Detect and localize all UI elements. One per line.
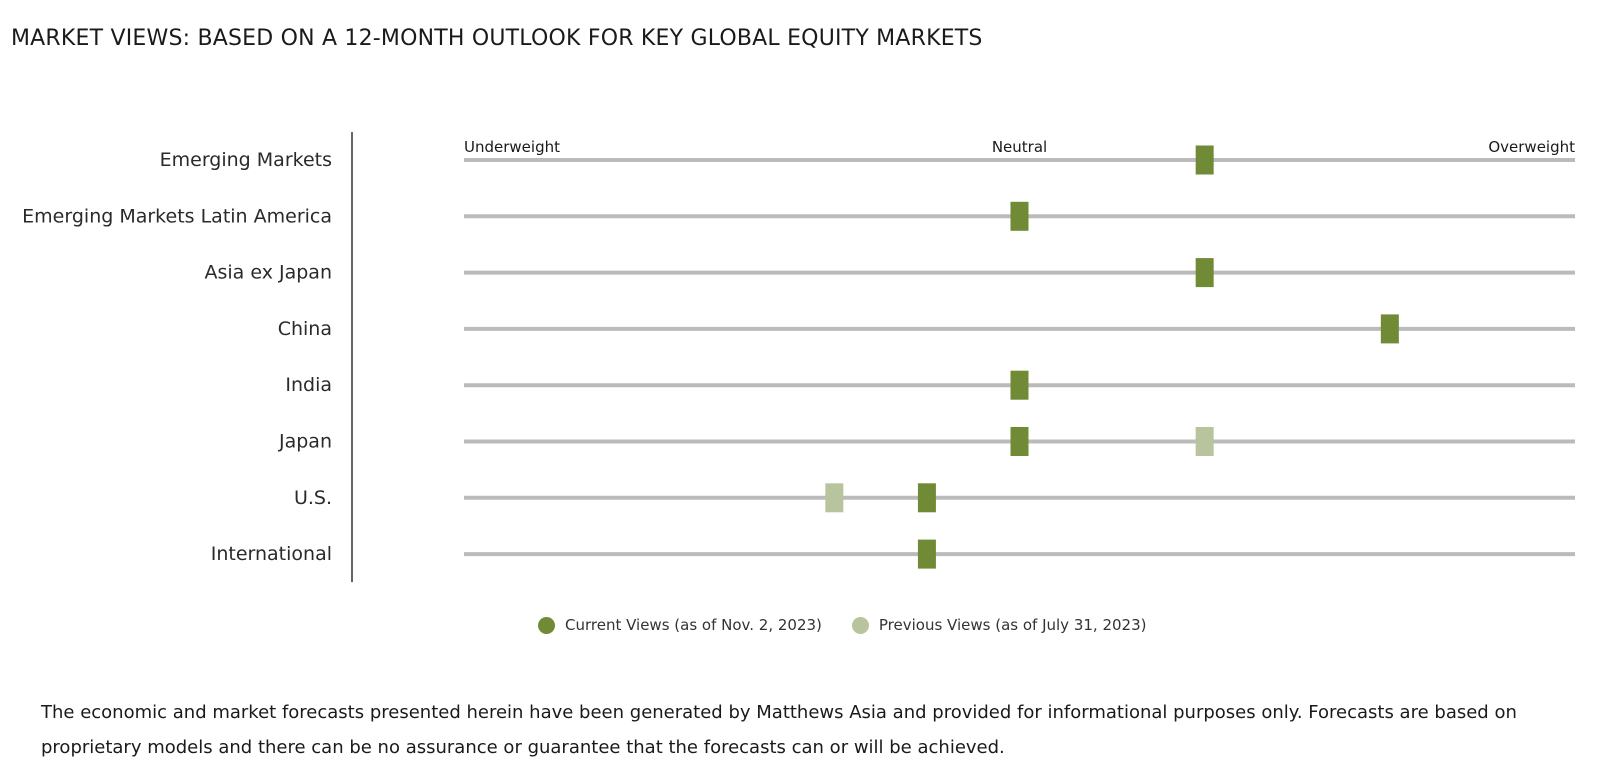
category-label-asia-ex-japan: Asia ex Japan [205,262,333,284]
current-marker-emerging-markets-latin-america [1010,201,1029,231]
category-label-emerging-markets: Emerging Markets [160,149,332,171]
current-marker-u-s [917,483,936,513]
legend-current-dot [538,616,555,634]
current-marker-asia-ex-japan [1195,258,1214,288]
category-label-japan: Japan [278,431,332,453]
scale-label-underweight: Underweight [464,138,560,156]
category-label-international: International [211,543,332,565]
legend-current-label: Current Views (as of Nov. 2, 2023) [565,616,822,634]
market-views-chart: Underweight Neutral Overweight Emerging Mar… [22,132,1575,583]
legend-item-current: Current Views (as of Nov. 2, 2023) [538,616,822,634]
legend-item-previous: Previous Views (as of July 31, 2023) [851,616,1147,634]
scale-label-neutral: Neutral [992,138,1047,156]
chart-title: MARKET VIEWS: BASED ON A 12-MONTH OUTLOO… [11,26,983,51]
category-label-china: China [278,318,332,340]
current-marker-japan [1010,427,1029,456]
current-marker-china [1380,314,1399,344]
category-label-india: India [285,374,332,396]
legend-previous-dot [851,616,869,634]
category-label-emerging-markets-latin-america: Emerging Markets Latin America [22,205,332,227]
current-marker-emerging-markets [1195,145,1214,175]
chart-legend: Current Views (as of Nov. 2, 2023) Previ… [538,613,1176,637]
current-marker-india [1010,370,1029,400]
disclaimer-footnote: The economic and market forecasts presen… [41,702,1517,758]
legend-previous-label: Previous Views (as of July 31, 2023) [878,616,1147,634]
previous-marker-u-s [825,483,844,513]
category-label-u-s: U.S. [294,487,332,509]
current-marker-international [917,539,936,569]
scale-label-overweight: Overweight [1488,138,1575,156]
previous-marker-japan [1195,427,1214,456]
